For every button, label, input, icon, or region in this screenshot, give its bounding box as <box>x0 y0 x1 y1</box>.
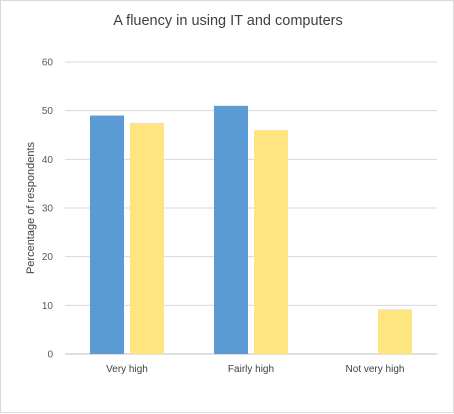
y-axis-title: Percentage of respondents <box>25 141 37 274</box>
y-axis-ticks: 0 10 20 30 40 50 60 <box>42 58 54 361</box>
category-label: Very high <box>106 364 148 375</box>
y-tick-label: 50 <box>42 106 54 117</box>
bar-series2-very-high <box>130 122 164 354</box>
y-tick-label: 20 <box>42 252 54 263</box>
y-tick-label: 10 <box>42 301 54 312</box>
category-label: Fairly high <box>228 364 274 375</box>
y-tick-label: 60 <box>42 58 54 69</box>
bar-series1-fairly-high <box>214 105 248 354</box>
bar-series2-fairly-high <box>254 130 288 354</box>
y-tick-label: 0 <box>47 350 53 361</box>
y-tick-label: 40 <box>42 155 54 166</box>
bar-series2-not-very-high <box>378 309 412 354</box>
chart-title: A fluency in using IT and computers <box>113 13 342 29</box>
y-tick-label: 30 <box>42 204 54 215</box>
gridlines <box>65 61 437 355</box>
category-labels: Very high Fairly high Not very high <box>106 364 404 375</box>
bar-series1-very-high <box>90 115 124 355</box>
bars <box>90 105 412 355</box>
category-label: Not very high <box>346 364 405 375</box>
